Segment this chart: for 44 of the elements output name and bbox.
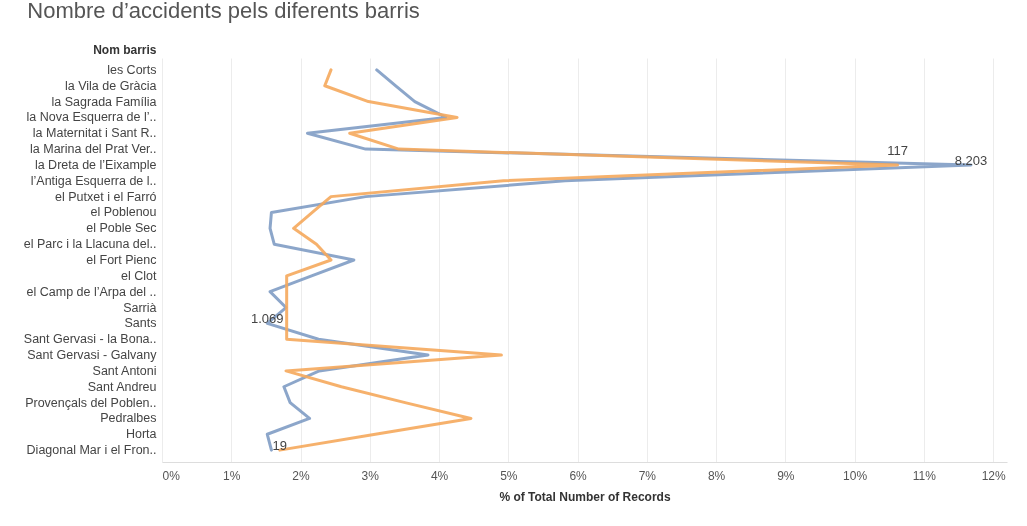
x-tick-label: 0%: [162, 468, 181, 483]
x-tick-label: 6%: [569, 468, 588, 483]
y-tick-label: l’Antiga Esquerra de l..: [30, 173, 157, 188]
x-tick-label: 2%: [292, 468, 311, 483]
y-tick-label: el Fort Pienc: [86, 253, 157, 267]
y-tick-label: la Dreta de l’Eixample: [34, 157, 157, 172]
x-tick-label: 5%: [500, 468, 518, 483]
y-tick-label: Sant Gervasi - Galvany: [27, 348, 158, 363]
y-tick-label: Pedralbes: [100, 411, 157, 426]
annotation: 19: [272, 438, 287, 454]
x-tick-label: 3%: [361, 468, 380, 483]
y-tick-label: Diagonal Mar i el Fron..: [26, 443, 157, 458]
y-tick-label: la Vila de Gràcia: [65, 78, 157, 93]
x-tick-label: 7%: [638, 468, 657, 483]
y-tick-label: Sarrià: [123, 300, 157, 315]
x-tick-label: 8%: [707, 468, 726, 483]
x-tick-label: 12%: [981, 468, 1006, 483]
y-tick-label: les Corts: [107, 62, 157, 77]
y-tick-label: la Nova Esquerra de l’..: [26, 110, 157, 125]
y-tick-label: el Putxet i el Farró: [55, 189, 157, 204]
x-tick-label: 11%: [912, 468, 937, 483]
y-tick-label: la Marina del Prat Ver..: [30, 142, 157, 157]
y-tick-label: Sant Andreu: [87, 379, 157, 394]
y-tick-label: Sants: [124, 316, 157, 331]
y-tick-label: Sant Antoni: [92, 363, 157, 378]
x-tick-label: 4%: [430, 468, 449, 483]
y-tick-label: la Sagrada Família: [51, 94, 157, 109]
y-tick-label: el Parc i la Llacuna del..: [23, 237, 157, 252]
x-axis-title: % of Total Number of Records: [499, 489, 671, 504]
y-tick-label: el Camp de l’Arpa del ..: [26, 284, 157, 299]
y-tick-label: el Poblenou: [90, 205, 157, 220]
annotation: 117: [887, 142, 908, 158]
y-tick-label: la Maternitat i Sant R..: [32, 126, 157, 141]
x-tick-label: 10%: [843, 468, 868, 483]
y-tick-label: el Clot: [121, 268, 158, 283]
annotation: 8.203: [954, 152, 988, 168]
x-tick-label: 9%: [777, 468, 795, 483]
y-axis-title: Nom barris: [93, 42, 157, 57]
chart-title: Nombre d’accidents pels diferents barris: [27, 0, 420, 23]
x-tick-label: 1%: [223, 468, 241, 483]
y-tick-label: el Poble Sec: [86, 221, 157, 236]
y-tick-label: Provençals del Poblen..: [25, 395, 157, 410]
y-tick-label: Horta: [125, 427, 157, 442]
y-tick-label: Sant Gervasi - la Bona..: [23, 332, 157, 347]
